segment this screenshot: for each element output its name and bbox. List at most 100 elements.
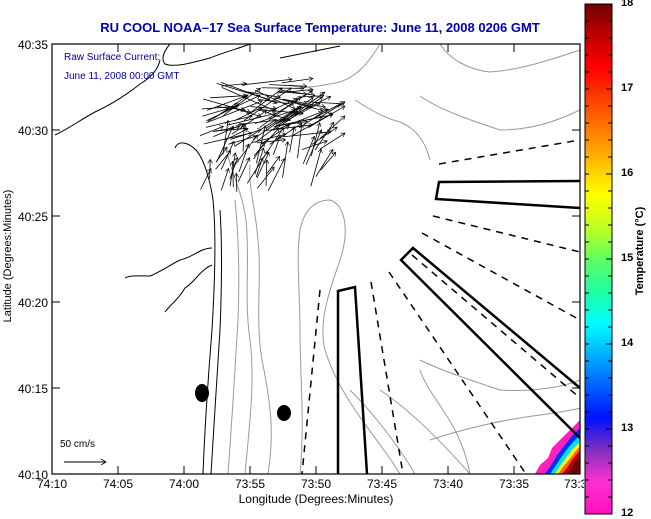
radar-radials — [301, 139, 581, 475]
colorbar-label: Temperature (°C) — [634, 206, 646, 296]
colorbar-tick-label: 15 — [621, 252, 634, 264]
coast-north — [162, 43, 251, 66]
current-vector — [262, 125, 313, 132]
coastline-path — [174, 142, 216, 475]
bathymetry-contour — [379, 389, 471, 475]
radial-dashed — [388, 271, 527, 475]
current-vector — [319, 133, 345, 150]
current-vector — [281, 78, 313, 84]
bathymetry-contour — [249, 164, 272, 475]
radial-dashed — [411, 254, 581, 399]
y-axis-label: Latitude (Degrees:Minutes) — [2, 189, 14, 323]
current-vector — [266, 98, 297, 114]
current-vector — [206, 95, 260, 122]
current-vector — [229, 153, 235, 187]
x-tick-label: 73:35 — [498, 477, 530, 491]
current-vector — [319, 101, 345, 119]
y-tick-label: 40:30 — [17, 124, 48, 138]
current-vector — [202, 109, 228, 117]
x-tick-label: 73:50 — [300, 477, 332, 491]
colorbar-tick-label: 14 — [621, 337, 634, 349]
current-vector — [216, 83, 270, 99]
legend-current-time: June 11, 2008 00:00 GMT — [64, 71, 180, 82]
current-vector — [202, 98, 251, 112]
current-vector — [276, 107, 301, 125]
current-vector — [229, 157, 238, 180]
current-vector — [241, 79, 292, 86]
current-vector — [199, 126, 223, 136]
current-vectors — [199, 78, 345, 192]
current-vector — [319, 116, 345, 139]
current-vector — [279, 122, 307, 126]
current-vector — [282, 142, 288, 178]
bathymetry-contour — [289, 43, 381, 88]
current-vector — [255, 158, 262, 178]
radial-dashed — [438, 139, 581, 165]
radial-box — [336, 285, 369, 475]
current-vector — [238, 144, 249, 172]
current-vector — [220, 168, 228, 191]
current-vector — [233, 135, 258, 167]
current-vector — [203, 133, 252, 145]
current-vector — [310, 123, 319, 157]
x-axis-label: Longitude (Degrees:Minutes) — [238, 492, 394, 506]
current-vector — [269, 123, 302, 145]
current-vector — [220, 141, 234, 170]
bathymetry-contour — [439, 43, 581, 73]
colorbar-tick-label: 12 — [621, 507, 634, 519]
current-vector — [267, 159, 284, 192]
bathymetry-contour — [419, 95, 581, 131]
legend-current-title: Raw Surface Current: — [64, 52, 161, 63]
sst-patch — [535, 420, 580, 474]
current-vector — [206, 101, 262, 123]
bathymetry-contours — [227, 43, 581, 475]
current-vector — [277, 89, 313, 94]
radial-box — [399, 246, 581, 439]
current-vector — [206, 95, 248, 111]
current-vector — [297, 124, 302, 159]
sst-band — [566, 456, 580, 474]
current-vector — [314, 122, 334, 151]
current-vector — [320, 152, 336, 171]
current-vector — [272, 136, 280, 155]
current-vector — [291, 113, 333, 137]
scale-label: 50 cm/s — [60, 439, 96, 450]
current-vector — [220, 81, 277, 103]
current-vector — [282, 132, 331, 138]
current-vector — [269, 85, 306, 87]
x-tick-label: 73:45 — [366, 477, 398, 491]
current-vector — [276, 109, 328, 130]
current-vector — [237, 158, 249, 183]
current-vector — [200, 169, 210, 190]
map-title: RU COOL NOAA–17 Sea Surface Temperature:… — [100, 20, 540, 35]
bathymetry-contour — [227, 154, 253, 475]
axis-ticks — [51, 43, 581, 475]
station-marker — [277, 405, 291, 421]
current-vector — [226, 113, 276, 126]
current-vector — [247, 91, 281, 97]
current-vector — [290, 92, 325, 118]
current-vector — [243, 124, 244, 152]
current-vector — [250, 107, 277, 109]
current-vector — [310, 149, 321, 187]
station-markers — [195, 384, 291, 421]
current-vector — [256, 167, 274, 189]
current-vector — [261, 88, 304, 89]
current-vector — [255, 111, 297, 143]
x-tick-label: 73:55 — [234, 477, 266, 491]
y-tick-label: 40:15 — [17, 382, 48, 396]
colorbar-tick-label: 17 — [621, 82, 634, 94]
radial-box — [434, 179, 581, 210]
current-vector — [210, 96, 246, 99]
current-vector — [266, 156, 280, 174]
current-vector — [216, 126, 233, 162]
current-vector — [289, 127, 295, 153]
x-tick-label: 74:00 — [168, 477, 200, 491]
current-vector — [277, 91, 307, 94]
coast-north — [279, 45, 341, 59]
current-vector — [233, 161, 234, 188]
colorbar-tick-label: 16 — [621, 167, 634, 179]
current-vector — [266, 160, 267, 186]
current-vector — [221, 87, 276, 112]
